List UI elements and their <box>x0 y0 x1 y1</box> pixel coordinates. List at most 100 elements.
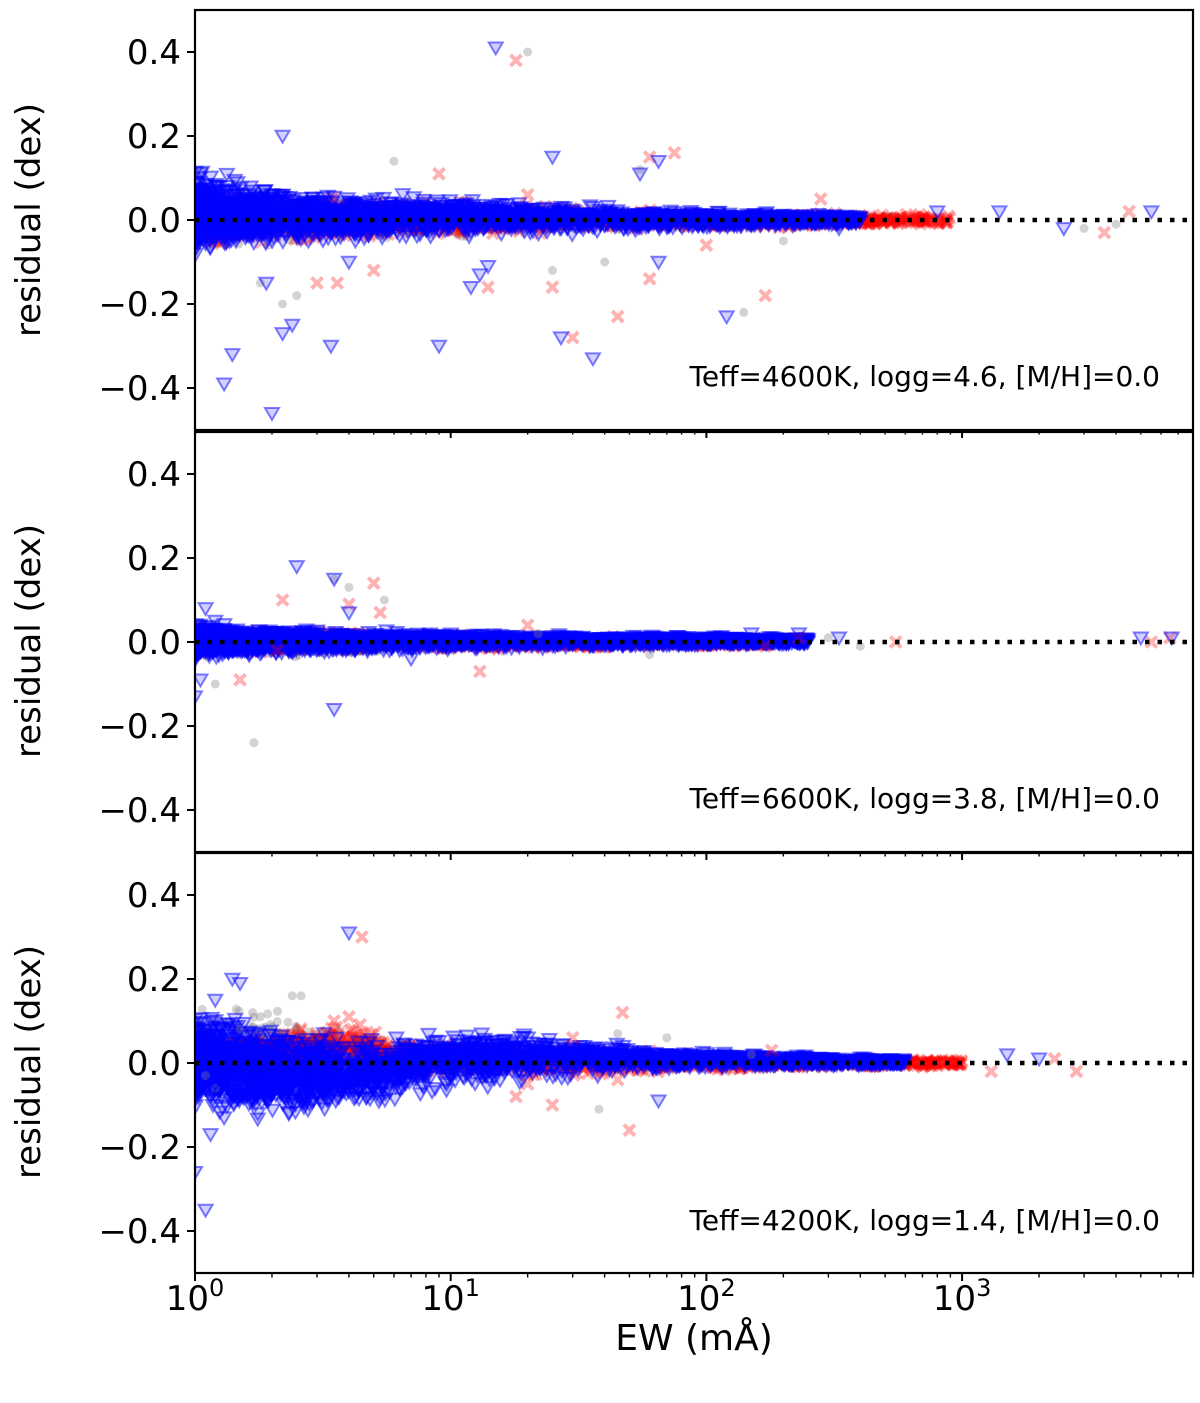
red-x-marker <box>509 53 523 68</box>
red-x-marker <box>903 209 918 224</box>
red-x-marker <box>875 213 890 227</box>
red-x-marker <box>890 215 905 230</box>
red-x-marker <box>699 238 714 253</box>
gray-circle-marker <box>389 156 399 166</box>
blue-triangle-marker <box>223 348 242 364</box>
red-x-marker <box>1122 204 1137 219</box>
blue-triangle-marker <box>322 339 340 355</box>
blue-triangle-marker <box>990 205 1009 221</box>
gray-circle-marker <box>886 215 896 225</box>
red-x-marker <box>939 215 954 230</box>
gray-circle-marker <box>874 215 884 225</box>
red-x-marker <box>813 192 828 206</box>
blue-triangle-marker <box>717 310 736 326</box>
blue-triangle-marker <box>346 234 365 250</box>
red-x-marker <box>875 214 890 229</box>
panel-top: 0.4 0.2 0.0 −0.2 −0.4 Teff=4600K, logg=4.6, … <box>9 33 1194 438</box>
gray-circle-marker <box>898 215 908 225</box>
gray-circle-marker <box>600 257 610 267</box>
red-x-marker <box>883 213 898 228</box>
gray-circle-marker <box>739 307 749 317</box>
red-x-marker <box>895 212 910 227</box>
gray-circle-marker <box>884 214 894 224</box>
red-x-marker <box>610 309 625 324</box>
gray-circle-marker <box>899 214 909 224</box>
red-x-marker <box>871 213 886 228</box>
blue-triangle-marker <box>215 377 233 393</box>
blue-triangle-marker <box>1055 222 1073 238</box>
y-tick-label: −0.4 <box>98 369 181 409</box>
red-x-marker <box>870 213 885 228</box>
red-x-marker <box>918 214 933 229</box>
gray-circle-marker <box>547 265 557 275</box>
y-tick-label: 0.2 <box>127 117 181 157</box>
red-x-marker <box>520 187 535 202</box>
red-x-marker <box>872 213 887 227</box>
red-x-marker <box>642 271 657 286</box>
red-x-marker <box>906 214 921 229</box>
blue-triangle-marker <box>340 255 358 271</box>
gray-circle-marker <box>292 291 302 301</box>
red-x-marker <box>310 276 324 290</box>
blue-triangle-marker <box>1142 205 1161 221</box>
red-x-marker <box>941 209 956 224</box>
red-x-marker <box>871 211 886 226</box>
blue-triangle-marker <box>552 331 570 347</box>
red-x-marker <box>1097 225 1112 240</box>
red-x-marker <box>667 145 682 160</box>
red-x-marker <box>899 211 914 226</box>
red-x-marker <box>481 280 495 295</box>
red-x-marker <box>758 288 773 303</box>
red-x-marker <box>927 215 942 230</box>
panel-middle: 0.40.20.0−0.2−0.4 Teff=6600K, logg=3.8, … <box>9 455 1194 860</box>
gray-circle-marker <box>778 236 788 246</box>
red-x-marker <box>875 214 889 228</box>
red-x-marker <box>432 166 446 181</box>
red-x-marker <box>911 211 926 226</box>
blue-triangle-marker <box>273 327 292 343</box>
blue-triangle-marker <box>430 339 448 355</box>
red-x-marker <box>911 211 926 226</box>
red-x-marker <box>918 213 932 228</box>
gray-circle-marker <box>1111 219 1121 229</box>
gray-circle-marker <box>911 213 921 223</box>
gray-circle-marker <box>1079 223 1089 233</box>
red-x-marker <box>891 216 906 231</box>
blue-triangle-marker <box>486 41 505 57</box>
blue-triangle-marker <box>471 268 489 284</box>
red-x-marker <box>565 330 580 345</box>
red-x-marker <box>920 213 935 227</box>
red-x-marker <box>887 212 902 227</box>
gray-circle-marker <box>875 216 885 226</box>
y-tick-label: −0.2 <box>98 285 181 325</box>
red-x-marker <box>886 211 901 226</box>
red-x-marker <box>366 263 381 278</box>
y-tick-label: 0.0 <box>127 201 181 241</box>
gray-circle-marker <box>887 212 897 222</box>
y-tick-label: 0.4 <box>127 33 181 73</box>
y-axis-ticks: 0.4 0.2 0.0 −0.2 −0.4 <box>98 33 195 409</box>
red-x-marker <box>911 213 926 228</box>
blue-triangle-marker <box>649 255 668 271</box>
gray-circle-marker <box>885 215 895 225</box>
blue-triangle-marker <box>462 280 480 296</box>
red-x-marker <box>886 213 901 228</box>
red-x-marker <box>872 211 887 226</box>
gray-circle-marker <box>873 218 883 228</box>
red-x-marker <box>915 210 930 225</box>
scatter-points <box>195 560 1181 748</box>
panel-annotation: Teff=4600K, logg=4.6, [M/H]=0.0 <box>689 360 1160 393</box>
blue-triangle-marker <box>631 167 649 183</box>
red-x-marker <box>545 280 560 295</box>
red-x-marker <box>867 212 882 227</box>
gray-circle-marker <box>278 299 288 309</box>
red-x-marker <box>876 216 891 231</box>
blue-triangle-marker <box>543 150 562 166</box>
y-axis-label: residual (dex) <box>9 103 49 337</box>
blue-triangle-marker <box>584 352 602 368</box>
blue-triangle-marker <box>263 406 281 422</box>
red-x-marker <box>330 276 345 290</box>
red-x-marker <box>883 215 898 229</box>
blue-triangle-marker <box>273 129 292 145</box>
